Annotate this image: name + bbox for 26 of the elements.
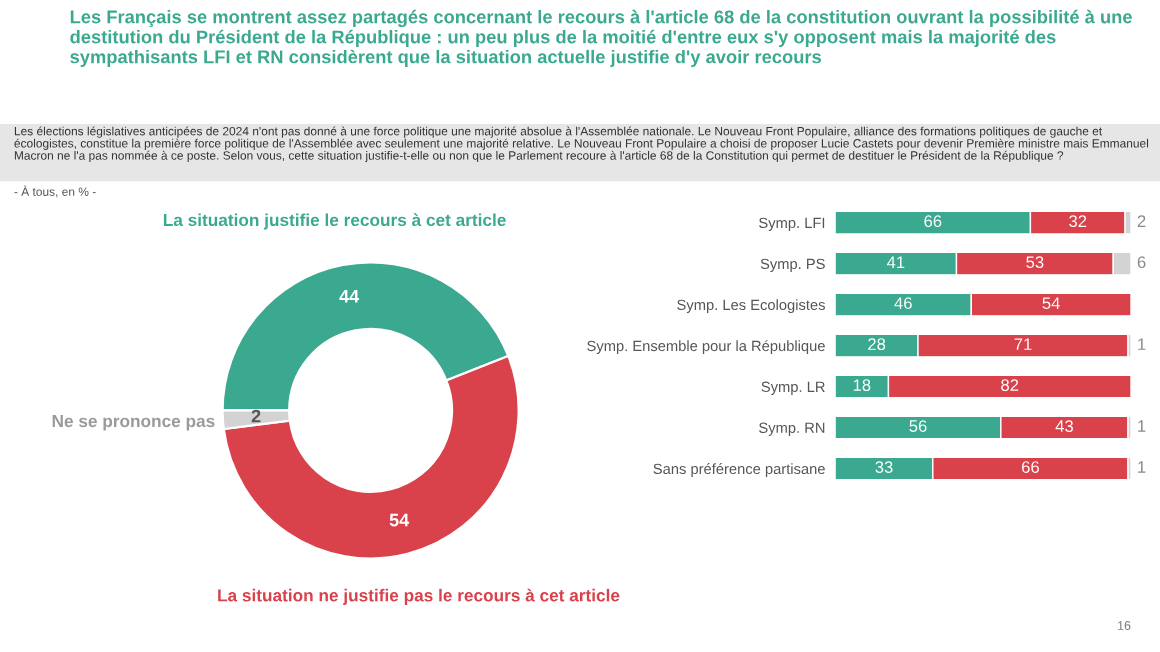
data-label: 46 bbox=[894, 297, 912, 310]
data-label: 1 bbox=[1138, 338, 1146, 350]
data-label: 41 bbox=[886, 256, 905, 268]
data-label: 71 bbox=[1014, 338, 1032, 350]
slice-label: Ne se prononce pas bbox=[52, 415, 215, 431]
slice-label: La situation justifie le recours à cet article bbox=[163, 213, 506, 230]
data-label: 66 bbox=[924, 215, 942, 228]
data-label: 56 bbox=[909, 420, 927, 432]
data-label: 53 bbox=[1026, 256, 1044, 269]
data-label: 1 bbox=[1138, 461, 1146, 473]
data-label: 82 bbox=[1001, 379, 1019, 392]
chart-title: Les Français se montrent assez partagés concernant le recours à l'article 68 de la constitution ouvrant la possibilité à une destitution du Président de la République : un peu plus de la moitié d'entre eux s'y opposent mais la majorité des sympathisants LFI et RN considèrent que la situation actuelle justifie d'y avoir recours bbox=[70, 9, 1132, 67]
data-label: 66 bbox=[1022, 461, 1039, 473]
data-label: 28 bbox=[868, 338, 886, 351]
data-label: 33 bbox=[875, 461, 893, 473]
data-label: 6 bbox=[1137, 256, 1146, 269]
slice-label: La situation ne justifie pas le recours à cet article bbox=[218, 588, 620, 605]
data-label: 32 bbox=[1069, 215, 1087, 228]
data-label: 18 bbox=[853, 379, 871, 392]
data-label: 43 bbox=[1055, 420, 1073, 432]
data-label: 44 bbox=[339, 289, 360, 303]
data-label: 2 bbox=[1137, 215, 1146, 227]
data-label: 2 bbox=[251, 409, 261, 423]
data-label: 1 bbox=[1138, 420, 1146, 432]
data-label: 54 bbox=[1042, 297, 1060, 310]
data-label: 54 bbox=[389, 513, 410, 527]
